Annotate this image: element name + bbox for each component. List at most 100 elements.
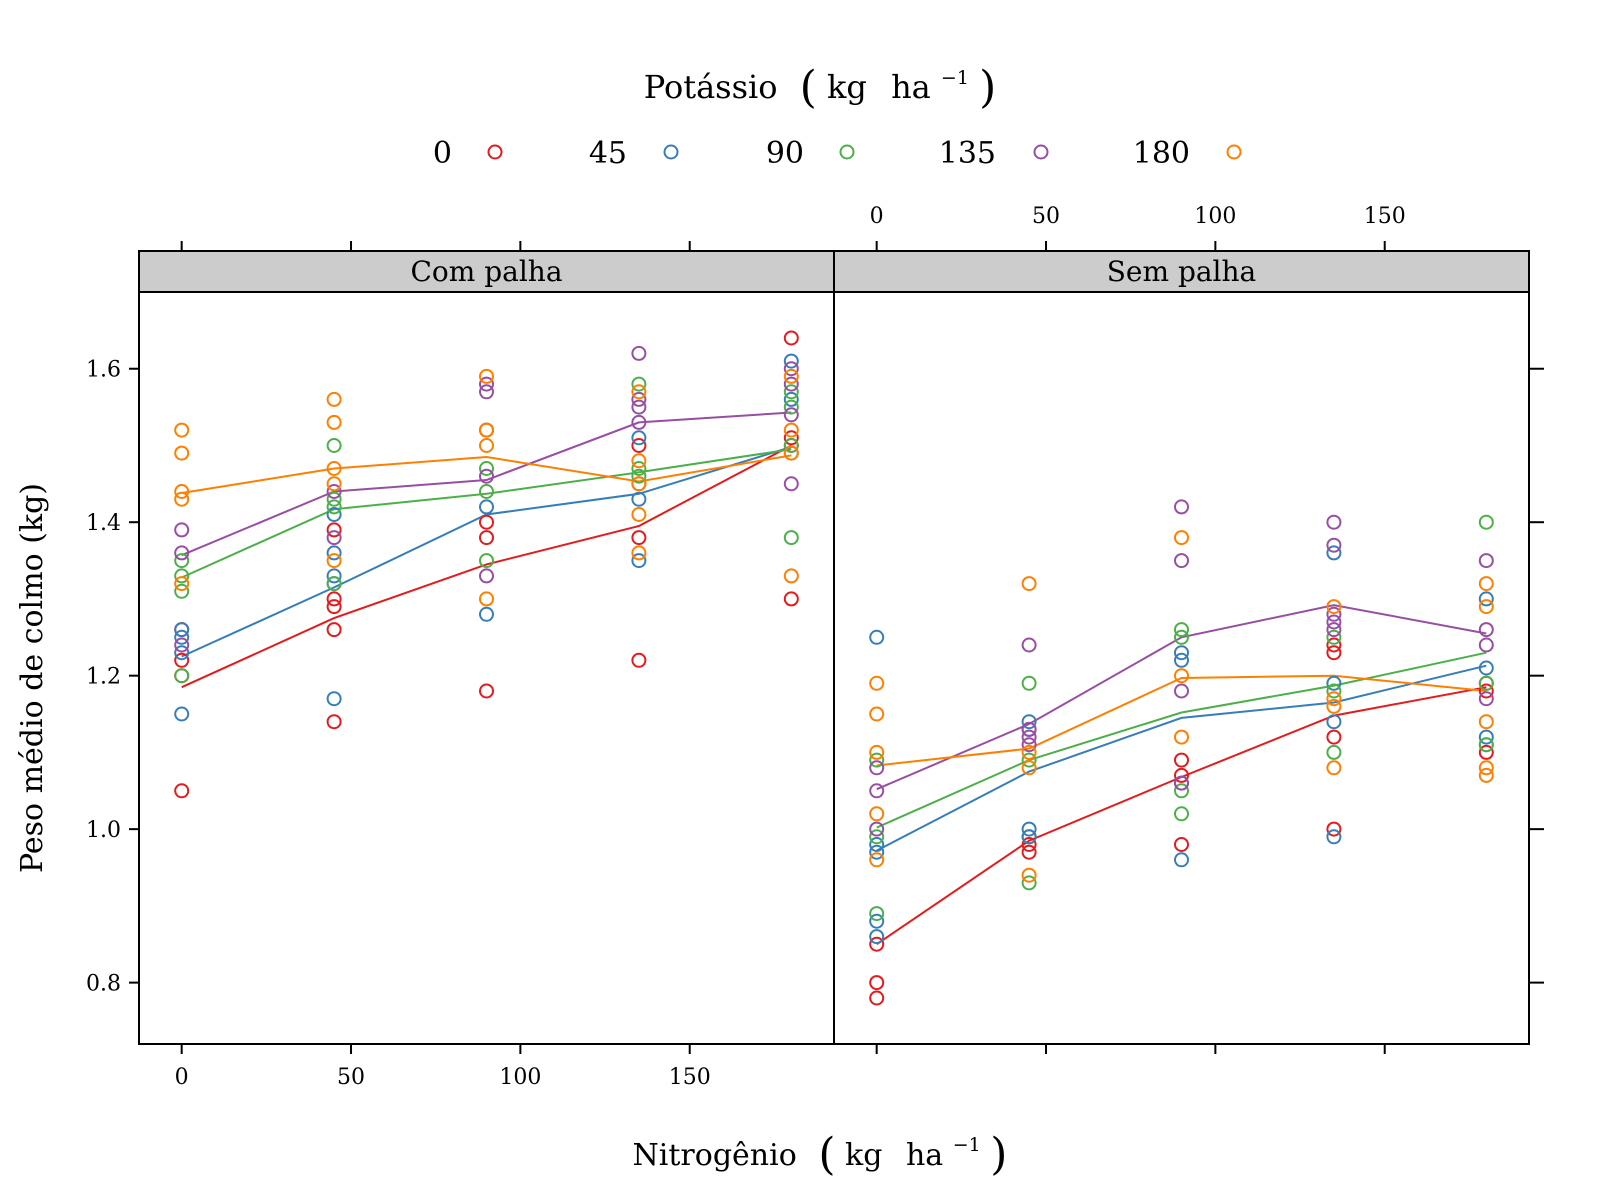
- data-point-45: [326, 568, 342, 584]
- data-point-135: [1021, 729, 1037, 745]
- data-point-180: [1174, 729, 1189, 745]
- data-point-90: [1478, 675, 1494, 691]
- data-point-90: [174, 568, 190, 584]
- legend-marker-180: [1226, 144, 1242, 160]
- data-point-0: [326, 591, 342, 607]
- data-point-135: [1174, 553, 1189, 569]
- data-point-90: [1021, 675, 1037, 691]
- data-point-135: [1174, 683, 1189, 699]
- data-point-0: [1174, 767, 1189, 783]
- data-point-180: [479, 438, 494, 453]
- data-point-45: [326, 545, 342, 561]
- legend-label-45: 45: [589, 136, 627, 171]
- data-point-180: [1174, 530, 1189, 546]
- data-point-135: [631, 345, 647, 361]
- panel-sem-palha: Sem palha 0 50 100 150: [833, 204, 1544, 1054]
- data-point-180: [783, 422, 799, 438]
- mean-line-45: [181, 446, 792, 658]
- legend-marker-90: [839, 144, 855, 160]
- data-point-135: [1478, 553, 1494, 569]
- data-point-0: [631, 530, 647, 546]
- data-point-0: [1021, 837, 1037, 852]
- data-point-90: [869, 906, 885, 922]
- data-point-180: [869, 675, 885, 691]
- data-point-180: [1174, 668, 1189, 684]
- data-point-180: [174, 484, 190, 499]
- data-point-135: [783, 476, 799, 492]
- mean-line-180: [876, 674, 1487, 767]
- legend-title: Potássio ( kg ha −1 ): [644, 54, 997, 113]
- legend-label-180: 180: [1133, 136, 1190, 171]
- data-point-180: [631, 384, 647, 400]
- data-point-180: [1021, 867, 1037, 883]
- data-point-135: [783, 407, 799, 423]
- data-point-135: [783, 376, 799, 392]
- data-point-0: [1326, 645, 1342, 661]
- data-point-0: [479, 530, 494, 546]
- data-point-135: [479, 468, 494, 484]
- legend-marker-45: [663, 144, 679, 160]
- data-point-45: [174, 645, 190, 661]
- data-point-0: [631, 652, 647, 668]
- data-point-45: [1326, 545, 1342, 561]
- data-point-180: [1326, 760, 1342, 776]
- data-point-180: [479, 422, 494, 438]
- data-point-45: [783, 353, 799, 369]
- data-point-0: [174, 652, 190, 668]
- data-point-90: [1174, 629, 1189, 645]
- x-axis-title-unit-exp: −1: [953, 1134, 981, 1156]
- legend-label-90: 90: [766, 136, 804, 171]
- data-point-0: [1478, 683, 1494, 699]
- data-point-180: [326, 476, 342, 492]
- data-point-90: [1478, 514, 1494, 530]
- data-point-0: [326, 622, 342, 638]
- strip-label: Sem palha: [1107, 255, 1257, 288]
- data-point-0: [1326, 637, 1342, 653]
- data-point-180: [869, 706, 885, 722]
- data-point-180: [1326, 599, 1342, 615]
- data-point-90: [1174, 806, 1189, 822]
- data-point-0: [1478, 744, 1494, 760]
- data-point-180: [869, 852, 885, 868]
- data-point-45: [631, 430, 647, 446]
- data-point-0: [1021, 844, 1037, 860]
- data-point-90: [1326, 744, 1342, 760]
- panel-frame: [833, 291, 1530, 1045]
- data-point-180: [1021, 744, 1037, 760]
- y-tick-label: 1.0: [86, 818, 121, 843]
- data-point-90: [479, 461, 494, 476]
- strip-background: [138, 250, 835, 293]
- data-point-90: [326, 438, 342, 453]
- data-point-0: [326, 599, 342, 615]
- data-point-180: [631, 507, 647, 522]
- data-point-90: [326, 576, 342, 592]
- y-axis-title: Peso médio de colmo (kg): [15, 483, 50, 873]
- data-point-90: [1174, 783, 1189, 799]
- data-point-135: [1326, 537, 1342, 553]
- data-point-135: [1021, 737, 1037, 753]
- data-point-0: [479, 514, 494, 530]
- legend-title-unit-kg: kg: [827, 68, 867, 106]
- data-point-180: [1478, 714, 1494, 730]
- data-point-180: [869, 744, 885, 760]
- data-point-135: [1021, 637, 1037, 653]
- data-point-135: [1326, 514, 1342, 530]
- data-point-135: [326, 484, 342, 499]
- panel-com-palha: Com palha 0 50 100 150 0.8 1.0 1.2 1.4 1.6: [86, 241, 835, 1090]
- data-point-180: [1326, 691, 1342, 707]
- data-point-180: [174, 491, 190, 507]
- data-point-180: [869, 806, 885, 822]
- x-tick-label-top: 50: [1032, 204, 1060, 229]
- data-point-90: [174, 583, 190, 599]
- data-point-135: [869, 821, 885, 837]
- data-point-45: [869, 913, 885, 929]
- x-tick-label: 150: [669, 1065, 711, 1090]
- data-point-45: [174, 706, 190, 722]
- data-point-45: [869, 629, 885, 645]
- data-point-90: [1021, 752, 1037, 768]
- data-point-45: [631, 553, 647, 569]
- data-point-0: [783, 430, 799, 446]
- data-point-45: [1478, 729, 1494, 745]
- data-point-90: [631, 461, 647, 476]
- data-point-90: [174, 668, 190, 684]
